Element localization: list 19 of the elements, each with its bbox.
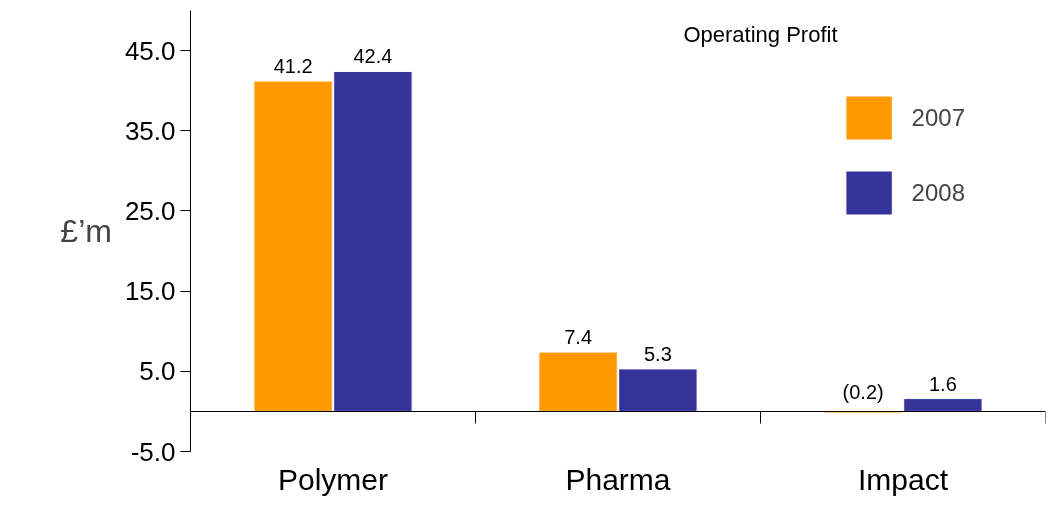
- data-label: 7.4: [564, 326, 593, 349]
- x-tick-label: Pharma: [565, 462, 671, 496]
- data-label: 1.6: [929, 372, 957, 395]
- data-label: 41.2: [273, 55, 313, 78]
- y-tick-label: 15.0: [124, 276, 176, 307]
- data-label: 42.4: [353, 45, 393, 68]
- y-tick-label: 5.0: [139, 356, 176, 387]
- data-label: (0.2): [842, 381, 884, 404]
- y-tick-label: 25.0: [124, 195, 176, 226]
- y-axis-title: £’m: [60, 213, 112, 249]
- x-tick-label: Polymer: [277, 462, 389, 496]
- legend-label: 2008: [911, 178, 965, 207]
- x-tick-label: Impact: [857, 462, 949, 496]
- legend-label: 2007: [911, 103, 965, 132]
- text: Operating Profit: [683, 21, 838, 47]
- y-tick-label: -5.0: [130, 436, 176, 467]
- y-tick-label: 45.0: [124, 35, 176, 66]
- data-label: 5.3: [644, 342, 672, 365]
- y-tick-label: 35.0: [124, 115, 176, 146]
